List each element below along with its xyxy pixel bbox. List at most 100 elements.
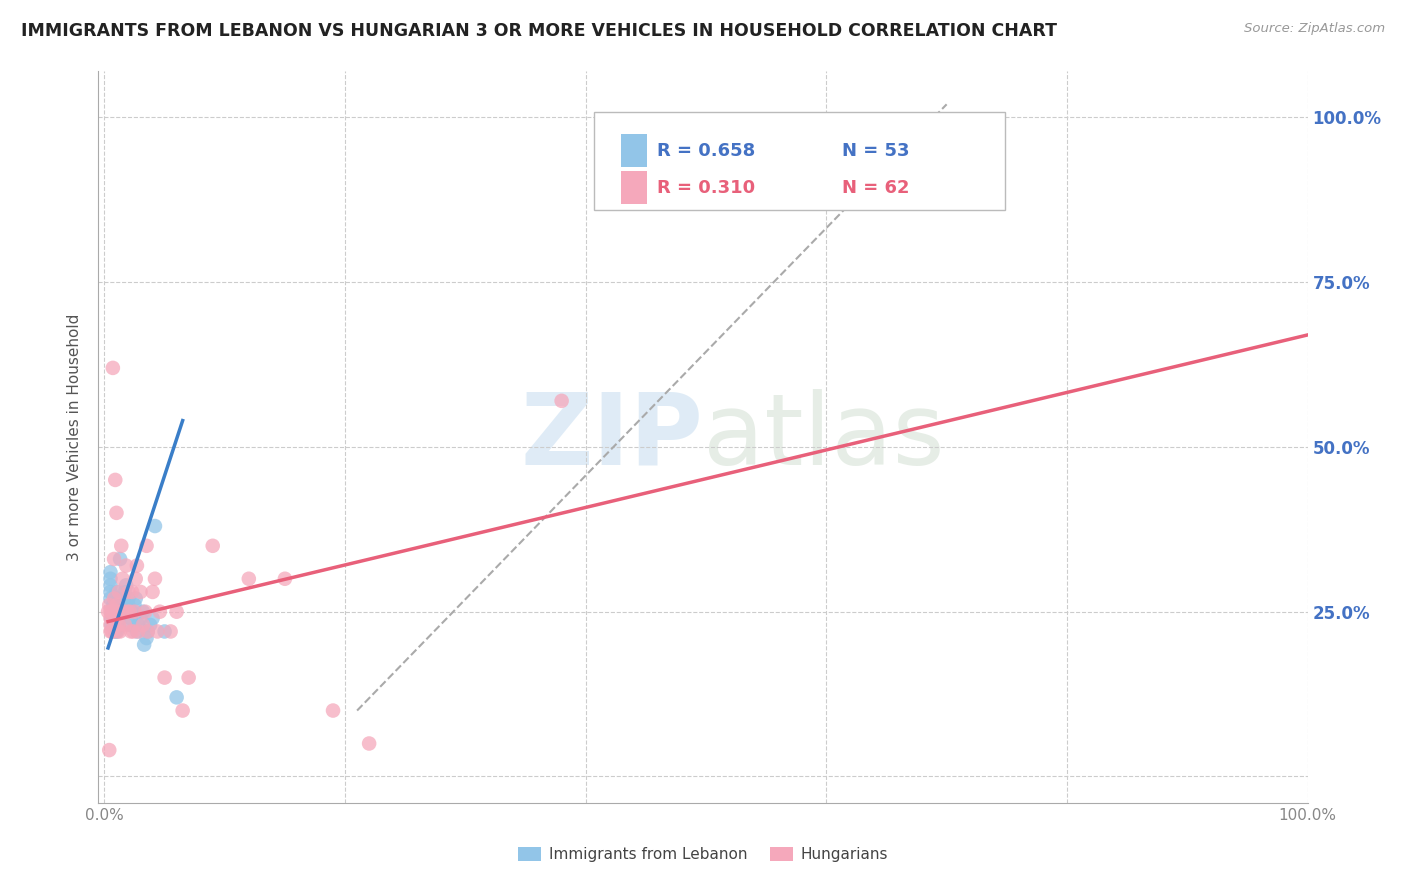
Point [129, 611, 152, 625]
Point [101, 360, 124, 375]
Point [107, 624, 129, 639]
Point [177, 671, 200, 685]
Point [100, 624, 122, 639]
Text: ZIP: ZIP [520, 389, 703, 485]
Point [135, 539, 157, 553]
Point [359, 737, 381, 751]
Point [143, 572, 166, 586]
Point [201, 539, 224, 553]
Point [105, 598, 128, 612]
Point [100, 572, 122, 586]
Point [98, 598, 121, 612]
Point [117, 598, 139, 612]
Point [104, 605, 127, 619]
Point [153, 671, 176, 685]
Bar [621, 135, 647, 168]
Point [117, 591, 139, 606]
Point [108, 611, 131, 625]
Point [104, 611, 127, 625]
Point [104, 624, 127, 639]
Point [115, 578, 138, 592]
Point [105, 618, 128, 632]
Point [755, 117, 778, 131]
Point [139, 618, 162, 632]
Point [105, 624, 128, 639]
Point [104, 591, 127, 606]
Point [100, 605, 122, 619]
Point [98, 743, 121, 757]
Point [124, 598, 146, 612]
Point [107, 605, 129, 619]
Point [136, 624, 159, 639]
Point [125, 591, 148, 606]
Point [143, 519, 166, 533]
Point [104, 605, 127, 619]
Point [100, 611, 122, 625]
Point [118, 618, 141, 632]
Point [550, 393, 572, 408]
Point [103, 591, 125, 606]
Point [118, 605, 141, 619]
Point [100, 618, 122, 632]
Point [103, 605, 125, 619]
Point [120, 624, 142, 639]
Point [100, 605, 122, 619]
Point [103, 598, 125, 612]
Point [172, 704, 194, 718]
Point [101, 624, 124, 639]
Point [153, 624, 176, 639]
Point [134, 605, 156, 619]
Point [100, 624, 122, 639]
Point [166, 690, 188, 705]
Point [101, 605, 124, 619]
Point [105, 506, 128, 520]
Point [101, 605, 124, 619]
Point [104, 598, 127, 612]
Legend: Immigrants from Lebanon, Hungarians: Immigrants from Lebanon, Hungarians [512, 841, 894, 868]
Point [100, 611, 122, 625]
Point [115, 558, 138, 573]
Point [110, 539, 132, 553]
Point [103, 611, 125, 625]
Point [105, 611, 128, 625]
Point [125, 572, 148, 586]
Point [121, 605, 143, 619]
Point [129, 585, 152, 599]
Text: atlas: atlas [703, 389, 945, 485]
Point [105, 585, 128, 599]
Point [101, 598, 124, 612]
FancyBboxPatch shape [595, 112, 1005, 211]
Point [124, 605, 146, 619]
Point [100, 591, 122, 606]
Text: R = 0.658: R = 0.658 [657, 142, 755, 160]
Point [159, 624, 181, 639]
Point [100, 618, 122, 632]
Point [146, 624, 169, 639]
Y-axis label: 3 or more Vehicles in Household: 3 or more Vehicles in Household [67, 313, 83, 561]
Point [105, 591, 128, 606]
Point [125, 558, 148, 573]
Point [114, 618, 136, 632]
Point [238, 572, 260, 586]
Point [117, 585, 139, 599]
Point [105, 605, 128, 619]
Bar [621, 171, 647, 204]
Point [100, 578, 122, 592]
Point [111, 572, 134, 586]
Point [134, 638, 156, 652]
Point [105, 598, 128, 612]
Point [142, 585, 165, 599]
Point [105, 611, 128, 625]
Point [111, 598, 134, 612]
Point [125, 624, 148, 639]
Point [108, 585, 131, 599]
Point [136, 624, 159, 639]
Point [142, 611, 165, 625]
Text: R = 0.310: R = 0.310 [657, 179, 755, 197]
Point [132, 618, 155, 632]
Point [149, 605, 172, 619]
Point [114, 585, 136, 599]
Point [117, 605, 139, 619]
Point [104, 473, 127, 487]
Point [112, 591, 135, 606]
